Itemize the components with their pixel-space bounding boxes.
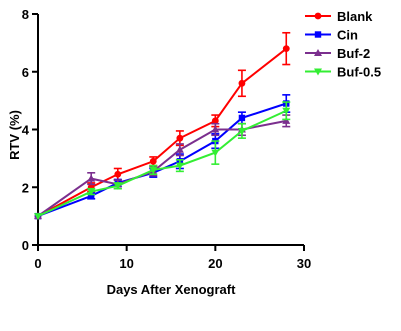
- x-tick-label: 0: [34, 256, 41, 271]
- legend-marker: [314, 68, 322, 76]
- legend-item: Buf-0.5: [305, 65, 381, 80]
- data-point: [211, 117, 219, 125]
- data-point: [282, 116, 291, 124]
- data-point: [87, 188, 96, 196]
- data-point: [149, 166, 158, 174]
- data-point: [87, 174, 96, 182]
- y-tick-label: 2: [22, 180, 29, 195]
- data-point: [238, 79, 246, 87]
- x-axis: 0 10 20 30: [34, 244, 311, 271]
- series-layer: [34, 31, 291, 221]
- legend-label: Buf-2: [337, 46, 370, 61]
- data-point: [34, 213, 42, 221]
- y-axis: 0 2 4 6 8: [22, 7, 39, 253]
- series-buf-0-5: [34, 101, 291, 221]
- y-tick-label: 6: [22, 65, 29, 80]
- data-point: [282, 45, 290, 53]
- data-point: [211, 125, 220, 133]
- y-tick-label: 0: [22, 238, 29, 253]
- data-point: [113, 182, 122, 190]
- data-point: [238, 114, 246, 122]
- legend-marker: [314, 12, 322, 20]
- data-point: [114, 170, 122, 178]
- y-ticks: 0 2 4 6 8: [22, 7, 38, 253]
- data-point: [175, 162, 184, 170]
- series-line: [37, 119, 287, 217]
- x-tick-label: 10: [119, 256, 133, 271]
- x-tick-label: 20: [208, 256, 222, 271]
- y-tick-label: 4: [22, 123, 30, 138]
- data-point: [149, 157, 157, 165]
- x-ticks: 0 10 20 30: [34, 245, 311, 271]
- data-point: [176, 134, 184, 142]
- legend-item: Blank: [305, 9, 373, 24]
- data-point: [282, 107, 291, 115]
- data-point: [237, 127, 246, 135]
- x-tick-label: 30: [297, 256, 311, 271]
- legend: Blank Cin Buf-2 Buf-0.5: [305, 9, 381, 80]
- data-point: [88, 192, 95, 200]
- legend-label: Blank: [337, 9, 373, 24]
- legend-marker: [314, 31, 322, 38]
- legend-marker: [314, 49, 322, 56]
- y-axis-title: RTV (%): [7, 110, 22, 160]
- legend-item: Buf-2: [305, 46, 370, 61]
- series-line: [37, 47, 287, 218]
- x-axis-title: Days After Xenograft: [107, 282, 236, 297]
- series-line: [37, 109, 287, 218]
- legend-label: Buf-0.5: [337, 65, 381, 80]
- legend-item: Cin: [305, 28, 358, 43]
- data-point: [175, 145, 184, 153]
- y-tick-label: 8: [22, 7, 29, 22]
- legend-label: Cin: [337, 28, 358, 43]
- data-point: [211, 149, 220, 157]
